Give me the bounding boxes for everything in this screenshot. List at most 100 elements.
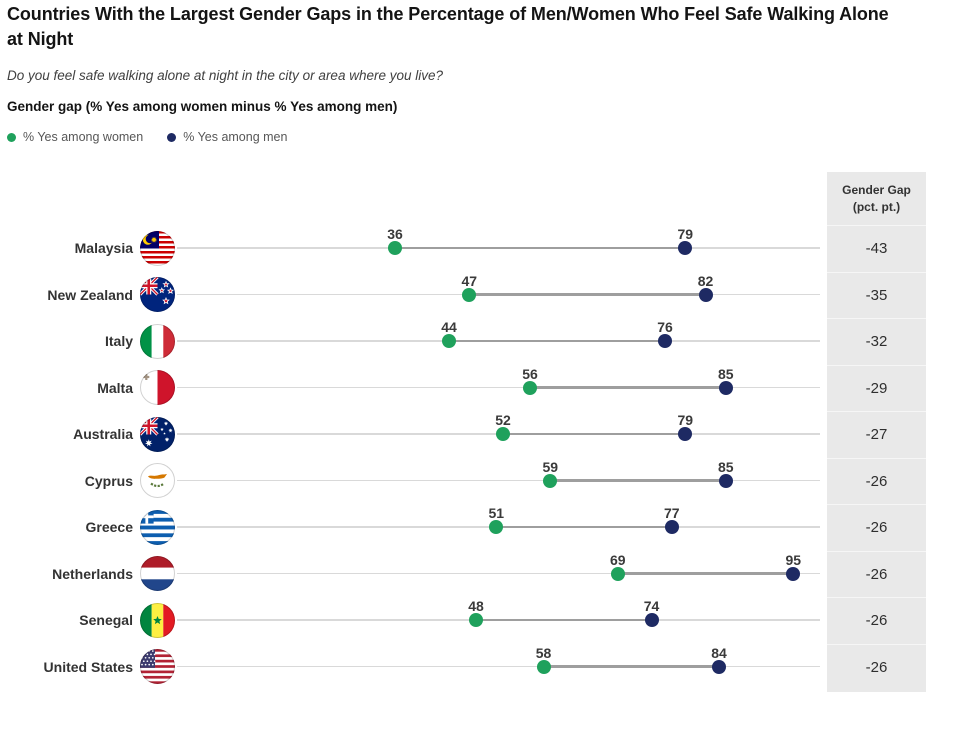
country-row: Netherlands 69 95 [0,550,953,597]
row-track-line [177,386,820,389]
row-track-line [177,572,820,575]
gap-value-cell: -43 [827,225,926,272]
country-label: Italy [104,333,133,349]
men-value: 77 [663,505,680,521]
gap-column-header: Gender Gap (pct. pt.) [827,172,926,225]
women-value: 51 [488,505,505,521]
legend-women-label: % Yes among women [23,130,144,144]
men-value: 84 [711,644,727,661]
legend-men-label: % Yes among men [183,130,288,144]
country-label: Greece [85,519,133,535]
men-dot [712,659,726,674]
legend-item-men: % Yes among men [167,130,287,144]
women-dot [489,520,504,534]
dumbbell-connector [617,572,794,575]
chart-title: Countries With the Largest Gender Gaps i… [7,4,889,49]
men-dot [644,613,659,627]
flag-netherlands-icon [140,556,175,591]
country-row: United States 58 84 [0,643,953,690]
country-row: Australia 52 79 [0,411,953,458]
flag-italy-icon [140,323,175,359]
dumbbell-connector [395,246,686,250]
country-row: Cyprus 59 85 [0,457,953,504]
women-value: 58 [535,644,552,661]
flag-australia-icon [140,416,175,452]
women-value: 48 [468,598,484,614]
flag-malaysia-icon [140,230,175,266]
country-label: Malta [97,379,133,396]
gap-value-cell: -26 [827,457,926,505]
flag-newzealand-icon [140,277,175,312]
men-dot [718,473,733,488]
measure-label: Gender gap (% Yes among women minus % Ye… [7,99,398,114]
women-dot [469,613,483,627]
women-dot [442,334,456,348]
gap-value-cell: -26 [827,550,926,598]
country-row: Malaysia 36 79 [0,225,953,272]
women-dot [543,473,558,488]
gap-value-cell: -26 [827,597,926,644]
men-value: 85 [717,458,734,475]
country-label: New Zealand [47,286,133,303]
country-row: Italy 44 76 [0,318,953,365]
men-dot [658,334,672,348]
men-dot [678,241,693,255]
flag-senegal-icon [140,602,175,638]
dumbbell-connector [543,665,719,668]
men-dot [786,566,801,581]
country-label: Malaysia [74,240,133,256]
men-dot [718,380,733,395]
country-row: New Zealand 47 82 [0,271,953,318]
gap-value-cell: -35 [827,271,926,319]
women-value: 47 [461,272,478,289]
women-dot [523,380,537,395]
men-legend-dot-icon [167,132,177,142]
flag-unitedstates-icon [140,649,175,684]
row-track-line [177,665,820,668]
women-dot [496,427,510,441]
flag-cyprus-icon [140,463,175,498]
gap-value-cell: -29 [827,364,926,412]
men-value: 74 [643,598,660,614]
women-value: 56 [522,365,538,382]
dumbbell-connector [469,293,706,296]
women-dot [536,659,551,674]
men-value: 82 [697,272,714,289]
flag-greece-icon [140,509,175,545]
men-value: 79 [677,226,694,242]
men-dot [698,287,713,302]
flag-malta-icon [140,370,175,405]
legend-item-women: % Yes among women [7,130,143,144]
men-value: 85 [717,365,734,382]
gap-value-cell: -32 [827,318,926,365]
women-value: 59 [542,458,559,475]
men-dot [678,427,693,441]
dumbbell-connector [476,618,652,622]
country-label: Senegal [79,612,133,628]
gap-header-line1: Gender Gap [842,182,911,197]
row-track-line [177,479,820,482]
country-row: Senegal 48 74 [0,597,953,644]
women-legend-dot-icon [7,132,16,142]
women-value: 44 [441,319,457,335]
men-value: 79 [677,412,694,428]
women-value: 69 [609,551,626,568]
country-label: Netherlands [52,565,133,582]
dumbbell-connector [550,479,726,482]
women-dot [388,241,402,255]
country-label: Australia [73,426,133,442]
legend: % Yes among women % Yes among men [7,130,287,144]
survey-question: Do you feel safe walking alone at night … [7,68,444,83]
men-value: 76 [657,319,673,335]
gender-gap-column: Gender Gap (pct. pt.) -43 -35 -32 -29 -27 -26… [827,172,926,692]
women-value: 52 [495,412,511,428]
country-row: Malta 56 85 [0,364,953,411]
gap-value-cell: -26 [827,504,926,551]
women-value: 36 [387,226,403,242]
country-label: United States [43,658,133,675]
country-row: Greece 51 77 [0,504,953,551]
men-value: 95 [785,551,802,568]
dumbbell-connector [503,432,686,436]
